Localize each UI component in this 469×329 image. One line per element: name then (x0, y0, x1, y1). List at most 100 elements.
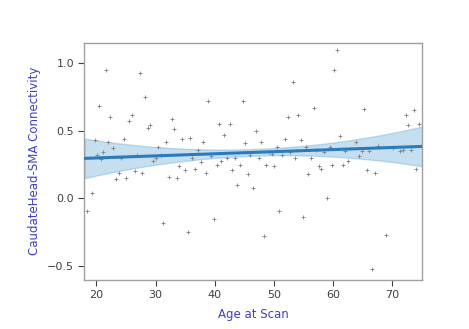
Point (328, 162, 336, 167)
Point (263, 162, 270, 167)
Point (339, 162, 347, 167)
Point (331, 67, 338, 72)
Point (126, 119, 133, 124)
Point (276, 208, 283, 213)
Point (121, 136, 128, 141)
Point (202, 170, 210, 175)
Point (99, 150, 107, 155)
Point (139, 170, 146, 175)
Point (360, 107, 368, 112)
Point (236, 162, 244, 167)
Point (292, 155, 299, 161)
Point (336, 134, 343, 139)
Point (333, 47, 341, 52)
Point (396, 148, 404, 154)
Point (355, 154, 363, 159)
Point (123, 175, 130, 181)
Point (97, 157, 105, 162)
Point (405, 123, 412, 128)
Point (204, 98, 212, 104)
Point (231, 155, 239, 161)
Point (165, 174, 172, 179)
Point (210, 216, 217, 221)
Point (133, 152, 141, 158)
Point (157, 152, 165, 158)
Point (191, 166, 199, 171)
Point (207, 154, 215, 159)
Point (323, 196, 331, 201)
Point (286, 150, 294, 155)
Point (281, 136, 288, 141)
X-axis label: Age at Scan: Age at Scan (218, 308, 288, 321)
Point (412, 166, 420, 171)
Point (382, 232, 390, 238)
Point (228, 167, 236, 173)
Point (315, 163, 323, 168)
Point (299, 215, 307, 220)
Point (407, 147, 415, 152)
Point (326, 144, 333, 150)
Point (146, 123, 154, 128)
Point (194, 147, 201, 152)
Point (366, 148, 373, 154)
Point (374, 143, 381, 148)
Point (115, 170, 122, 175)
Point (136, 70, 143, 75)
Point (170, 127, 178, 132)
Point (173, 175, 181, 181)
Point (400, 147, 407, 152)
Point (255, 155, 262, 161)
Point (91, 138, 99, 143)
Point (218, 158, 225, 163)
Point (105, 139, 112, 144)
Point (257, 139, 265, 144)
Point (197, 159, 204, 164)
Point (199, 139, 207, 144)
Point (247, 152, 254, 158)
Point (181, 167, 188, 173)
Point (175, 163, 183, 168)
Point (184, 230, 191, 235)
Point (107, 114, 114, 120)
Point (88, 190, 95, 196)
Point (302, 144, 310, 150)
Point (189, 155, 196, 161)
Point (131, 169, 138, 174)
Point (141, 94, 149, 100)
Point (220, 132, 228, 138)
Point (239, 98, 246, 104)
Point (186, 135, 194, 140)
Point (150, 158, 157, 163)
Point (154, 144, 162, 150)
Point (250, 185, 257, 190)
Point (213, 162, 220, 167)
Point (321, 150, 328, 155)
Point (371, 170, 378, 175)
Point (93, 152, 101, 158)
Point (244, 171, 252, 177)
Point (416, 121, 423, 127)
Point (152, 155, 159, 161)
Point (358, 148, 365, 154)
Point (234, 182, 241, 188)
Point (178, 136, 186, 141)
Point (369, 266, 376, 271)
Point (162, 139, 170, 144)
Point (344, 158, 352, 163)
Point (279, 152, 286, 158)
Point (297, 138, 304, 143)
Point (241, 140, 249, 145)
Point (223, 155, 230, 161)
Point (363, 167, 371, 173)
Point (270, 163, 278, 168)
Point (402, 112, 409, 117)
Point (83, 208, 91, 213)
Point (226, 121, 233, 127)
Point (318, 166, 325, 171)
Y-axis label: CaudateHead-SMA Connectivity: CaudateHead-SMA Connectivity (29, 67, 41, 255)
Point (308, 155, 315, 161)
Point (117, 155, 125, 161)
Point (268, 151, 275, 156)
Point (410, 108, 417, 113)
Point (310, 105, 318, 110)
